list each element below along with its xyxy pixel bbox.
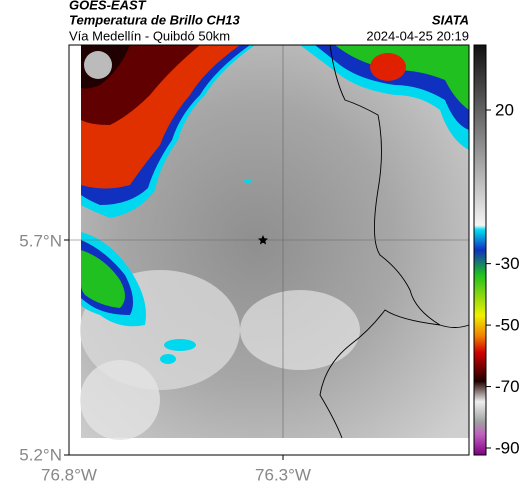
overshoot (84, 51, 112, 79)
route: Vía Medellín - Quibdó 50km (69, 28, 230, 43)
colorbar-ticks: 20 -30 -50 -70 -90 (486, 100, 520, 457)
colorbar-label: -30 (495, 254, 520, 273)
subtitle: Temperatura de Brillo CH13 (69, 12, 241, 27)
lat-label: 5.7°N (19, 231, 62, 250)
source: SIATA (432, 12, 469, 27)
border (319, 309, 441, 439)
cold-cloud (81, 250, 125, 308)
header: GOES-EAST Temperatura de Brillo CH13 Vía… (69, 0, 469, 43)
colorbar-label: -50 (495, 316, 520, 335)
datetime: 2024-04-25 20:19 (366, 28, 469, 43)
map (69, 44, 470, 440)
cloud (240, 290, 360, 370)
colorbar (473, 44, 487, 456)
frame (68, 44, 470, 456)
cold-cloud (335, 45, 469, 110)
colorbar-label: -90 (495, 438, 520, 457)
lon-label: 76.3°W (255, 465, 311, 484)
colorbar-label: -70 (495, 377, 520, 396)
cold-cloud (160, 354, 176, 364)
title: GOES-EAST (69, 0, 147, 12)
border (329, 44, 470, 328)
lat-label: 5.2°N (19, 445, 62, 464)
cold-cloud (370, 53, 406, 81)
cloud (80, 360, 160, 440)
cold-cloud (164, 339, 196, 351)
cold-cloud (244, 179, 252, 183)
colorbar-label: 20 (495, 100, 514, 119)
location-star (257, 235, 268, 245)
lon-label: 76.8°W (41, 465, 97, 484)
